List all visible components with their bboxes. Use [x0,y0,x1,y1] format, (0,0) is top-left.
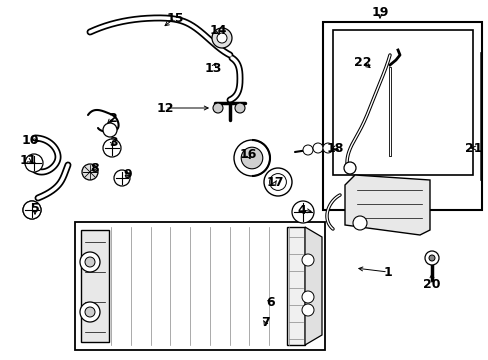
Circle shape [114,170,130,186]
Text: 11: 11 [19,153,37,166]
Circle shape [269,174,286,190]
Text: 5: 5 [31,202,40,215]
Circle shape [80,252,100,272]
Text: 9: 9 [123,167,132,180]
Circle shape [82,164,98,180]
Polygon shape [305,227,321,345]
Text: 10: 10 [21,134,39,147]
Bar [286,227,305,345]
Text: 14: 14 [209,23,226,36]
Text: 6: 6 [266,297,275,310]
Circle shape [25,154,43,172]
Circle shape [352,216,366,230]
Text: 8: 8 [90,162,99,175]
Circle shape [343,162,355,174]
Circle shape [234,140,269,176]
Text: 1: 1 [383,266,391,279]
Circle shape [264,168,291,196]
Bar [323,22,481,210]
Circle shape [428,255,434,261]
Circle shape [235,103,244,113]
Text: 22: 22 [353,55,371,68]
Text: 18: 18 [325,141,343,154]
Circle shape [80,302,100,322]
Circle shape [85,257,95,267]
Circle shape [103,139,121,157]
Bar [75,222,325,350]
Text: 17: 17 [265,176,283,189]
Circle shape [23,201,41,219]
Circle shape [302,254,313,266]
Text: 12: 12 [156,102,173,114]
Bar [81,230,109,342]
Circle shape [217,33,226,43]
Circle shape [103,123,117,137]
Text: 20: 20 [423,279,440,292]
Bar [332,30,472,175]
Circle shape [212,28,231,48]
Circle shape [323,143,332,153]
Circle shape [312,143,323,153]
Circle shape [213,103,223,113]
Text: 7: 7 [260,316,269,329]
Circle shape [302,291,313,303]
Text: 15: 15 [166,12,183,24]
Text: 16: 16 [239,148,256,162]
Polygon shape [345,175,429,235]
Circle shape [241,147,262,169]
Text: 3: 3 [108,136,117,149]
Text: 19: 19 [370,5,388,18]
Circle shape [303,145,312,155]
Circle shape [302,304,313,316]
Text: 4: 4 [297,203,306,216]
Circle shape [291,201,313,223]
Text: 21: 21 [464,141,482,154]
Text: 2: 2 [108,112,117,125]
Circle shape [23,201,41,219]
Circle shape [424,251,438,265]
Text: 13: 13 [204,62,221,75]
Circle shape [85,307,95,317]
